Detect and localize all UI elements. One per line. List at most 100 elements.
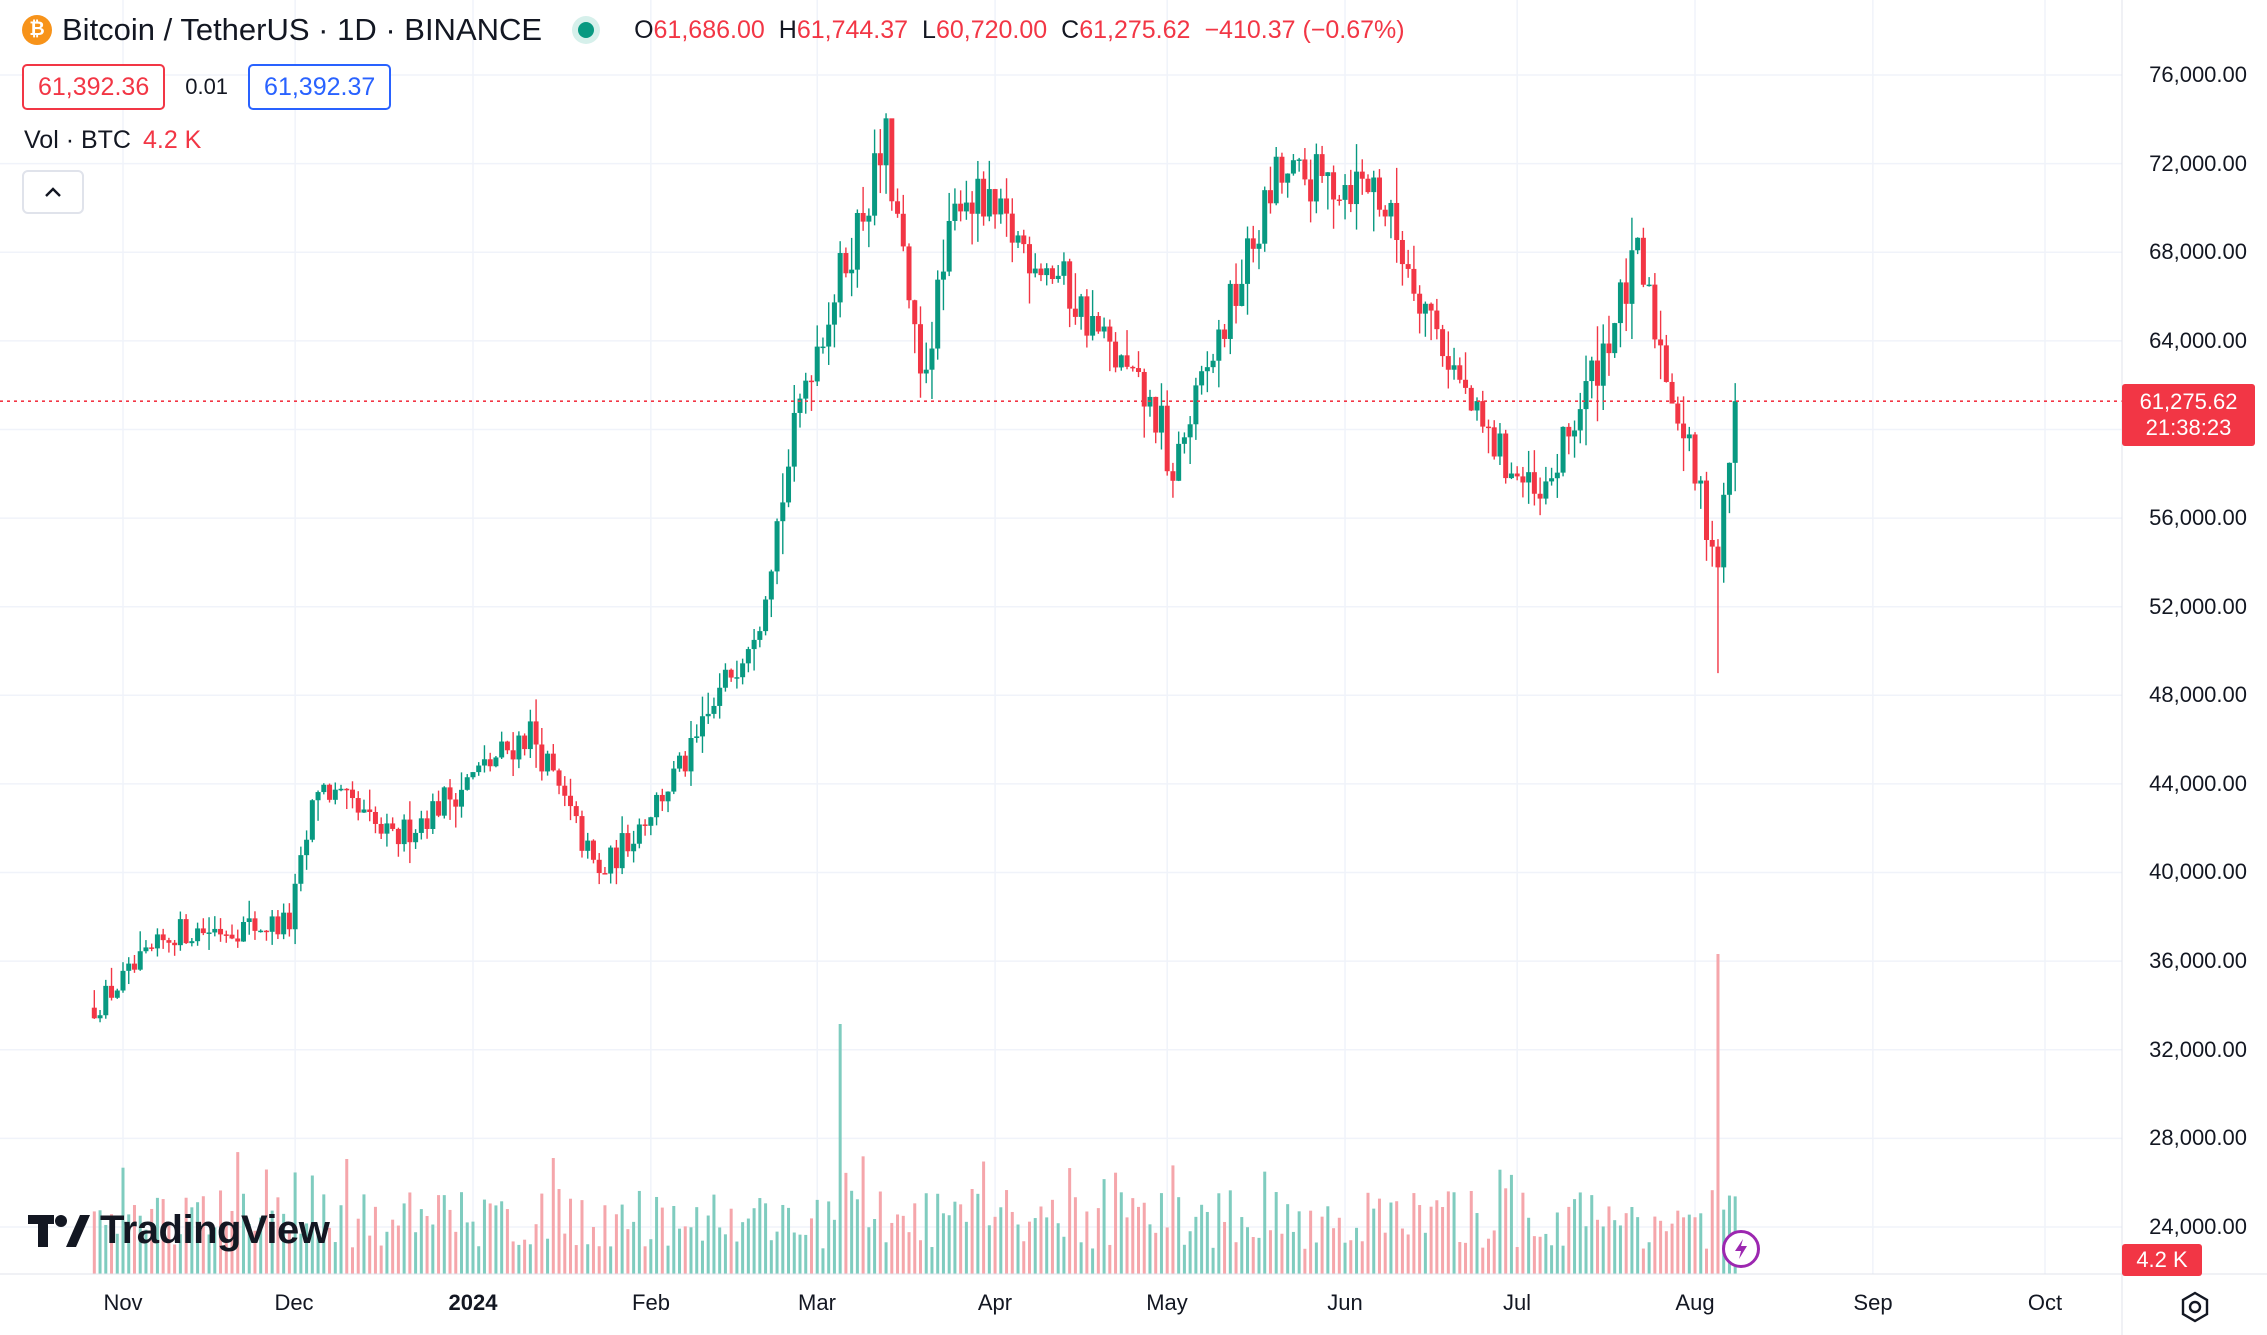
volume-bar (563, 1233, 567, 1274)
volume-bar (373, 1206, 377, 1274)
volume-bar (150, 1208, 154, 1274)
candle-body (1032, 268, 1038, 274)
market-status-icon[interactable] (578, 22, 595, 38)
lightning-icon[interactable] (1722, 1230, 1760, 1268)
volume-bar (1223, 1221, 1227, 1274)
symbol-legend[interactable]: ₿ Bitcoin / TetherUS · 1D · BINANCE O61,… (22, 8, 1405, 52)
volume-bar (609, 1246, 613, 1274)
candle-body (252, 918, 258, 931)
candle-body (923, 369, 929, 374)
volume-bar (1521, 1192, 1525, 1274)
price-axis-label: 44,000.00 (2149, 771, 2247, 796)
volume-bar (1102, 1179, 1106, 1274)
volume-bar (1016, 1224, 1020, 1274)
volume-bar (505, 1209, 509, 1274)
candle-body (258, 930, 264, 933)
buy-price-button[interactable]: 61,392.37 (248, 64, 392, 110)
volume-bar (660, 1207, 664, 1274)
candle-body (694, 736, 700, 739)
volume-bar (379, 1245, 383, 1274)
candle-body (613, 847, 619, 869)
volume-bar (999, 1207, 1003, 1274)
volume-bar (913, 1203, 917, 1274)
volume-bar (1045, 1217, 1049, 1274)
gear-icon[interactable] (2178, 1290, 2212, 1324)
candle-body (269, 916, 275, 932)
volume-bar (1527, 1217, 1531, 1274)
candle-body (1204, 367, 1210, 372)
volume-bar (683, 1226, 687, 1274)
volume-bar (1349, 1240, 1353, 1274)
candle-body (1290, 160, 1296, 174)
candle-body (1285, 173, 1291, 183)
tradingview-logo[interactable]: TradingView (28, 1208, 330, 1253)
candle-body (952, 203, 958, 221)
volume-bar (603, 1205, 607, 1274)
candle-body (504, 741, 510, 751)
volume-bar (98, 1210, 102, 1274)
candle-body (579, 816, 585, 851)
volume-legend[interactable]: Vol · BTC 4.2 K (24, 126, 201, 155)
volume-bar (178, 1234, 182, 1274)
volume-bar (775, 1231, 779, 1274)
candle-body (114, 990, 120, 998)
volume-tag: 4.2 K (2122, 1244, 2202, 1276)
volume-bar (1050, 1199, 1054, 1274)
volume-bar (1584, 1226, 1588, 1274)
time-axis-label: 2024 (448, 1290, 498, 1315)
volume-bar (1464, 1242, 1468, 1274)
volume-bar (1314, 1242, 1318, 1274)
volume-bar (1274, 1192, 1278, 1274)
candle-body (1348, 185, 1354, 205)
candle-body (940, 271, 946, 280)
volume-bar (1550, 1245, 1554, 1274)
volume-bar (196, 1202, 200, 1274)
volume-bar (322, 1194, 326, 1274)
candle-body (986, 189, 992, 217)
candle-body (1113, 341, 1119, 368)
time-axis-label: Dec (274, 1290, 314, 1315)
volume-bar (1699, 1213, 1703, 1274)
candle-body (590, 840, 596, 860)
candle-body (1325, 172, 1331, 177)
candle-body (418, 818, 424, 833)
candle-body (1566, 426, 1572, 437)
candle-body (1681, 423, 1687, 439)
volume-bar (712, 1194, 716, 1274)
sell-price-button[interactable]: 61,392.36 (22, 64, 166, 110)
collapse-legend-button[interactable] (22, 170, 84, 214)
candle-body (1382, 209, 1388, 217)
volume-bar (247, 1223, 251, 1274)
symbol-title[interactable]: Bitcoin / TetherUS · 1D · BINANCE (62, 12, 543, 47)
candle-body (1589, 360, 1595, 382)
volume-bar (236, 1152, 240, 1274)
candle-body (1279, 156, 1285, 183)
volume-bar (1716, 954, 1720, 1274)
volume-bar (746, 1218, 750, 1274)
candle-body (183, 919, 189, 944)
candle-body (981, 178, 987, 217)
volume-bar (1343, 1242, 1347, 1274)
candle-body (900, 213, 906, 247)
volume-bar (276, 1197, 280, 1274)
volume-bar (804, 1234, 808, 1274)
volume-bar (586, 1244, 590, 1274)
volume-bar (1257, 1237, 1261, 1274)
candle-body (648, 817, 654, 826)
spread-value: 0.01 (185, 74, 229, 99)
candle-body (929, 348, 935, 370)
volume-bar (1200, 1204, 1204, 1274)
volume-bar (1171, 1165, 1175, 1274)
candle-body (499, 741, 505, 758)
volume-bar (110, 1214, 114, 1274)
candle-body (436, 801, 442, 816)
volume-bar (1647, 1242, 1651, 1274)
volume-bar (1607, 1206, 1611, 1274)
candle-body (1629, 250, 1635, 304)
time-axis-label: Sep (1853, 1290, 1893, 1315)
volume-bar (1452, 1192, 1456, 1274)
volume-bar (678, 1228, 682, 1274)
volume-bar (987, 1225, 991, 1274)
time-axis-label: Oct (2027, 1290, 2063, 1315)
